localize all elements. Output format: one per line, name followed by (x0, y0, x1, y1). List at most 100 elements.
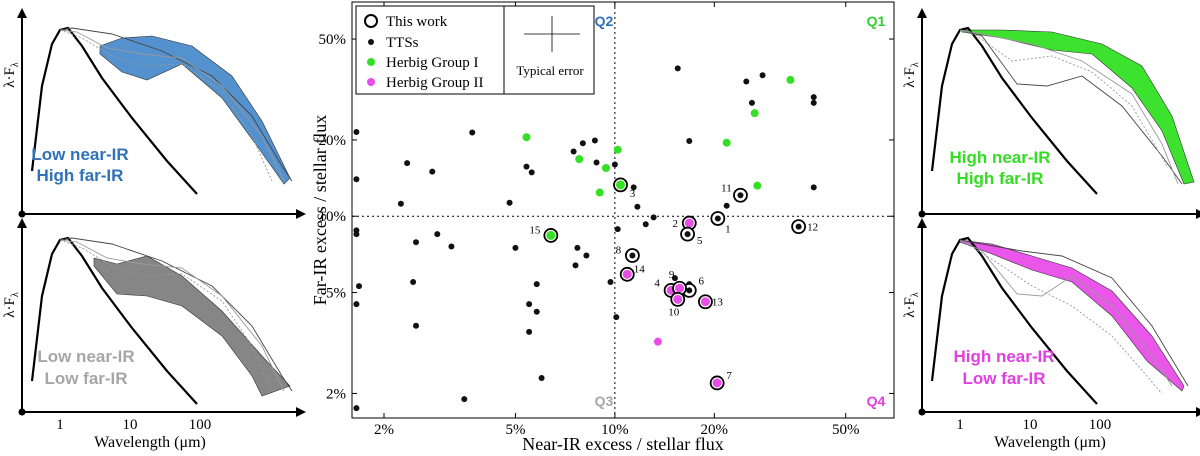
y-tick-label: 10% (319, 209, 347, 225)
sed-panel-bottom-right (917, 218, 1200, 417)
tts-point (413, 322, 420, 329)
quadrant-q3: Q3 (595, 393, 614, 409)
tts-point (429, 168, 436, 175)
legend-marker-this-work (364, 14, 378, 28)
point-label: 9 (669, 269, 675, 281)
legend-marker-herbig-ii (367, 78, 375, 86)
tts-point (397, 200, 404, 207)
point-label: 14 (634, 263, 646, 275)
this-work-point-5: 5 (680, 226, 703, 247)
herbig-group-i-series (522, 75, 795, 197)
tts-point (533, 308, 540, 315)
tts-point (671, 275, 678, 282)
svg-text:λ·Fλ: λ·Fλ (902, 62, 921, 88)
quadrant-q1: Q1 (867, 13, 886, 29)
sed-origin (918, 210, 926, 218)
legend-label-tts: TTSs (386, 35, 419, 51)
scatter-xlabel: Near-IR excess / stellar flux (522, 434, 724, 454)
tts-point (448, 243, 455, 250)
sed-curve (59, 29, 273, 182)
sed-right-xtick-100: 100 (1089, 417, 1112, 433)
divider-lines (352, 2, 894, 418)
tts-point (634, 203, 641, 210)
y-tick-label: 50% (319, 32, 347, 48)
legend-label-this-work: This work (386, 14, 448, 30)
sed-tl-label-1: Low near-IR (31, 145, 128, 164)
tts-point (579, 140, 586, 147)
this-work-point-12: 12 (791, 219, 818, 235)
sed-curve (959, 239, 1173, 387)
sed-panel-top-right (917, 8, 1200, 219)
tts-point (810, 94, 817, 101)
legend-label-herbig-ii: Herbig Group II (386, 75, 483, 91)
herbig-group-i-point (601, 163, 610, 172)
tts-point (410, 279, 417, 286)
tts-point (810, 99, 817, 106)
point-label: 2 (673, 218, 679, 230)
this-work-point-3: 3 (613, 177, 636, 200)
sed-tl-ylabel: λ·Fλ (2, 62, 21, 88)
x-tick-label: 10% (601, 422, 629, 438)
point-label: 6 (699, 275, 705, 287)
tts-point (528, 169, 535, 176)
sed-tl-label-2: High far-IR (37, 166, 124, 185)
tts-point (434, 231, 441, 238)
svg-text:λ·Fλ: λ·Fλ (902, 292, 921, 318)
tts-point (642, 221, 649, 228)
sed-bl-label-2: Low far-IR (44, 369, 127, 388)
this-work-point-10: 10 (668, 291, 686, 318)
sed-right-xlabel: Wavelength (μm) (994, 434, 1106, 451)
this-work-point-9: 9 (669, 269, 687, 296)
sed-band (961, 29, 1195, 185)
this-work-point-14: 14 (619, 263, 646, 282)
tts-point (630, 184, 637, 191)
this-work-point-15: 15 (529, 224, 559, 243)
tts-point (461, 396, 468, 403)
sed-left-xtick-10: 10 (123, 417, 138, 433)
sed-br-ylabel: λ·Fλ (902, 292, 921, 318)
tts-point (526, 328, 533, 335)
y-tick-label: 20% (319, 133, 347, 149)
x-tick-label: 20% (701, 422, 729, 438)
sed-curve (59, 239, 285, 392)
this-work-point-1: 1 (710, 211, 731, 235)
sed-band (99, 35, 291, 185)
tts-point (614, 226, 621, 233)
this-work-point-13: 13 (698, 294, 723, 310)
tts-point (538, 375, 545, 382)
point-label: 12 (807, 222, 818, 234)
sed-band (93, 255, 291, 397)
sed-right-xtick-1: 1 (956, 417, 964, 433)
tts-point (353, 128, 360, 135)
tts-point (353, 301, 360, 308)
herbig-group-i-point (575, 155, 584, 164)
point-label: 15 (529, 224, 541, 236)
this-work-point-11: 11 (721, 182, 748, 203)
tts-point (512, 244, 519, 251)
tts-point (574, 244, 581, 251)
tts-point (404, 160, 411, 167)
tts-point (591, 137, 598, 144)
quadrant-q2: Q2 (595, 13, 614, 29)
this-work-point-8: 8 (616, 245, 640, 263)
herbig-group-i-point (786, 75, 795, 84)
legend-marker-tts (368, 39, 374, 45)
point-label: 4 (654, 277, 660, 289)
tts-point (759, 72, 766, 79)
sed-panel-top-left (17, 8, 306, 219)
axis-ticks: 2% 5% 10% 20% 50% 2% 5% 10% 20% 50% (319, 2, 894, 438)
point-label: 5 (697, 235, 703, 247)
sed-curve (59, 27, 293, 182)
svg-text:λ·Fλ: λ·Fλ (2, 292, 21, 318)
point-label: 7 (726, 370, 732, 382)
typical-error-label: Typical error (516, 63, 584, 78)
herbig-group-i-point (595, 188, 604, 197)
tts-point (469, 129, 476, 136)
herbig-group-ii-series (653, 337, 662, 346)
scatter-plot: 2% 5% 10% 20% 50%2%5%10%20%50% 1234567891011… (310, 1, 895, 454)
sed-panel-bottom-left (17, 218, 306, 417)
sed-curve (959, 29, 1168, 167)
tts-point (748, 99, 755, 106)
